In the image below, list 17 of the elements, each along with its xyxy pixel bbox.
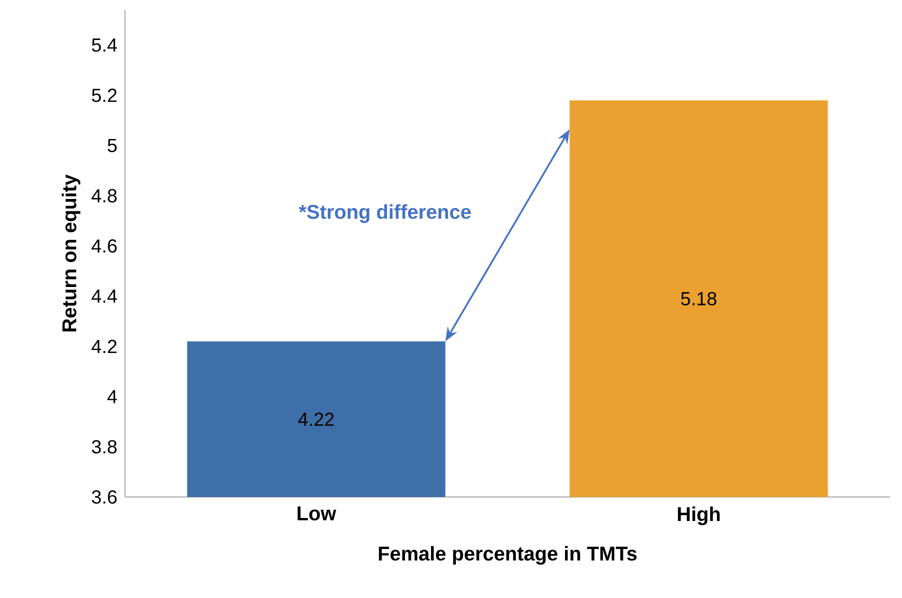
y-tick-label: 4.4 xyxy=(92,290,117,303)
y-tick-label: 3.8 xyxy=(92,440,117,454)
y-tick-label: 3.6 xyxy=(92,490,117,504)
data-label: 4.22 xyxy=(298,412,334,426)
annotation: *Strong difference xyxy=(298,204,471,223)
y-tick-label: 4.6 xyxy=(92,239,117,253)
y-tick-label: 5.4 xyxy=(92,38,117,52)
x-tick-label: Low xyxy=(298,506,336,520)
x-axis-title: Female percentage in TMTs xyxy=(378,546,637,565)
y-tick-label: 4.2 xyxy=(92,340,117,353)
y-tick-label: 4 xyxy=(107,390,117,404)
y-tick-label: 4.8 xyxy=(92,189,117,202)
x-tick-label: High xyxy=(678,506,720,526)
data-label: 5.18 xyxy=(681,292,716,306)
y-tick-label: 5 xyxy=(108,138,117,152)
y-tick-label: 5.2 xyxy=(92,88,117,102)
y-axis-title: Return on equity xyxy=(62,174,80,332)
